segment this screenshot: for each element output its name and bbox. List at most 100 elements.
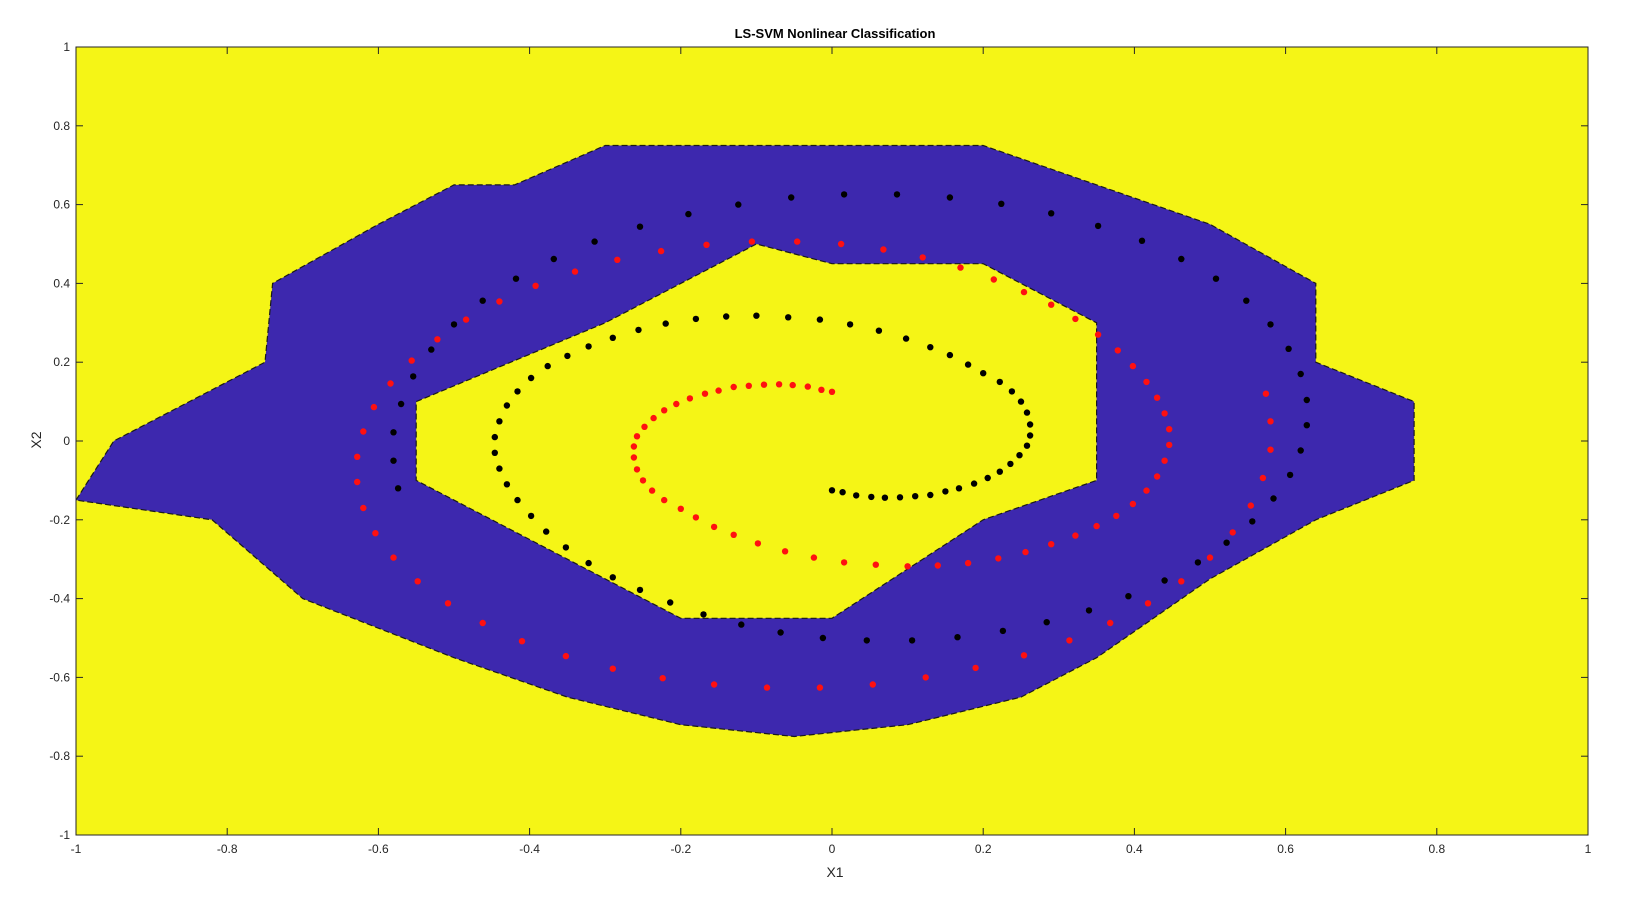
point-red-48 <box>1143 378 1150 386</box>
point-red-57 <box>919 254 926 261</box>
x-tick-label-5: 0 <box>829 842 836 856</box>
point-black-26 <box>902 335 910 342</box>
point-black-22 <box>980 370 987 377</box>
point-red-11 <box>673 400 680 408</box>
point-black-4 <box>881 494 889 501</box>
point-black-23 <box>964 361 972 368</box>
point-black-71 <box>1270 495 1277 502</box>
point-red-30 <box>872 561 879 568</box>
point-red-73 <box>360 428 367 435</box>
y-tick-label-6: 0.2 <box>53 355 70 369</box>
point-red-38 <box>1093 522 1100 530</box>
point-red-56 <box>957 264 964 271</box>
point-black-0 <box>828 487 836 494</box>
point-black-89 <box>788 194 795 201</box>
point-red-55 <box>990 276 997 283</box>
point-black-102 <box>390 457 397 464</box>
point-black-81 <box>1178 255 1185 263</box>
point-black-50 <box>543 528 550 535</box>
point-red-46 <box>1161 410 1168 417</box>
point-black-59 <box>819 634 827 642</box>
point-red-50 <box>1114 347 1122 354</box>
point-red-84 <box>609 665 616 672</box>
y-tick-label-10: 1 <box>63 40 70 54</box>
point-black-63 <box>999 627 1007 635</box>
point-black-52 <box>585 559 592 567</box>
point-black-78 <box>1267 321 1274 328</box>
point-red-22 <box>677 505 684 512</box>
point-black-99 <box>410 373 417 380</box>
point-red-92 <box>1020 652 1028 659</box>
point-red-31 <box>904 563 911 570</box>
point-black-69 <box>1223 539 1230 546</box>
point-black-47 <box>503 481 511 488</box>
y-tick-label-2: -0.6 <box>49 670 70 684</box>
point-black-18 <box>1023 409 1031 416</box>
point-red-34 <box>995 555 1002 562</box>
point-red-94 <box>1107 619 1114 627</box>
point-black-27 <box>875 327 883 334</box>
point-red-41 <box>1143 487 1150 494</box>
y-tick-label-3: -0.4 <box>49 592 70 606</box>
point-black-29 <box>816 316 824 323</box>
point-black-101 <box>390 429 397 436</box>
point-black-43 <box>496 418 503 425</box>
point-black-91 <box>685 210 692 218</box>
point-red-101 <box>1267 446 1274 453</box>
point-red-14 <box>641 423 648 430</box>
point-red-0 <box>828 388 836 395</box>
point-black-33 <box>692 315 700 323</box>
point-black-3 <box>868 493 875 501</box>
x-axis-label: X1 <box>826 864 843 880</box>
point-red-4 <box>775 381 783 388</box>
point-black-49 <box>527 512 535 520</box>
point-black-84 <box>1048 210 1055 217</box>
point-red-54 <box>1020 288 1028 296</box>
point-red-96 <box>1178 578 1185 585</box>
point-red-87 <box>763 684 771 691</box>
x-tick-label-8: 0.6 <box>1277 842 1294 856</box>
point-red-13 <box>650 414 657 422</box>
point-black-100 <box>397 400 405 408</box>
point-red-45 <box>1166 426 1173 433</box>
point-black-34 <box>662 320 669 327</box>
point-red-47 <box>1153 394 1161 401</box>
point-red-9 <box>701 390 709 397</box>
point-black-36 <box>609 334 616 341</box>
point-red-82 <box>518 638 526 645</box>
x-tick-label-0: -1 <box>71 842 82 856</box>
point-black-85 <box>998 200 1005 207</box>
point-black-65 <box>1085 607 1093 614</box>
point-black-86 <box>946 194 954 201</box>
point-red-26 <box>754 540 762 547</box>
point-red-5 <box>760 381 768 388</box>
point-black-14 <box>1016 452 1023 459</box>
point-red-93 <box>1066 637 1073 644</box>
point-black-73 <box>1297 447 1304 454</box>
point-red-77 <box>372 530 379 537</box>
point-red-27 <box>781 548 789 555</box>
point-red-29 <box>840 559 848 566</box>
point-red-19 <box>639 477 647 484</box>
point-red-10 <box>686 395 694 402</box>
point-black-5 <box>896 494 904 501</box>
point-black-46 <box>496 465 503 472</box>
point-red-69 <box>434 336 441 343</box>
point-black-25 <box>927 344 934 351</box>
point-black-19 <box>1017 398 1025 405</box>
point-red-7 <box>730 383 737 391</box>
point-red-42 <box>1153 473 1161 480</box>
point-red-44 <box>1166 441 1173 449</box>
point-black-1 <box>839 489 846 496</box>
point-black-32 <box>723 313 730 320</box>
point-red-89 <box>869 681 876 688</box>
point-black-80 <box>1212 275 1220 282</box>
x-tick-label-1: -0.8 <box>217 842 238 856</box>
point-black-97 <box>450 321 458 328</box>
point-red-15 <box>633 433 641 440</box>
point-red-72 <box>370 403 378 411</box>
point-red-63 <box>657 247 665 255</box>
point-black-44 <box>491 433 498 441</box>
x-tick-label-9: 0.8 <box>1428 842 1445 856</box>
point-red-17 <box>630 454 638 461</box>
